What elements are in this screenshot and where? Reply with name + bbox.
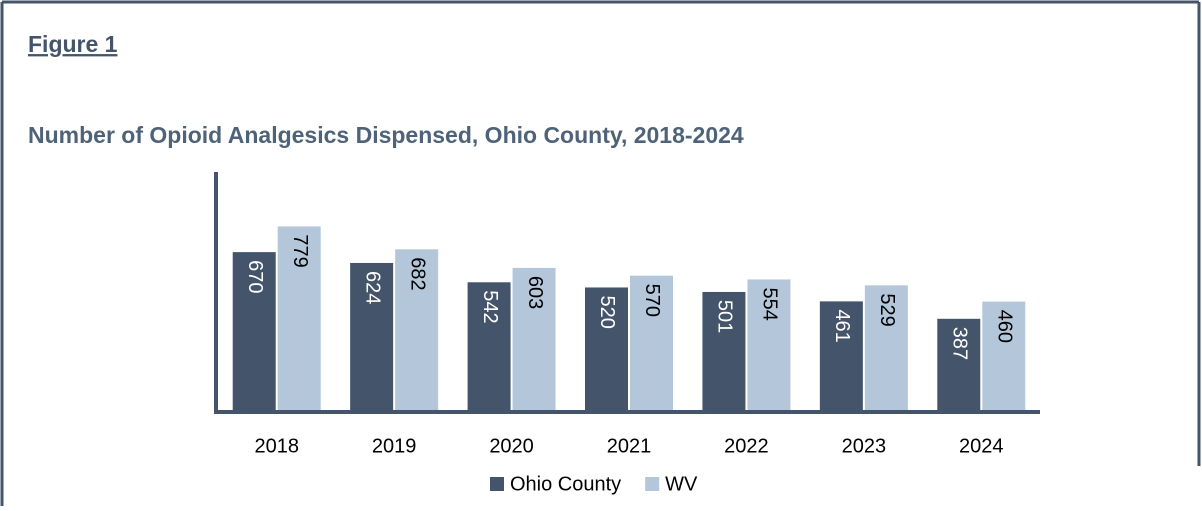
bar xyxy=(467,282,511,410)
bar xyxy=(982,301,1026,410)
bar xyxy=(702,291,746,410)
chart-title: Number of Opioid Analgesics Dispensed, O… xyxy=(28,122,744,148)
x-tick-label: 2019 xyxy=(372,435,417,457)
data-label: 682 xyxy=(406,257,428,290)
data-label: 387 xyxy=(949,327,971,360)
data-label: 570 xyxy=(641,284,663,317)
figure-label: Figure 1 xyxy=(28,31,118,57)
bar xyxy=(864,285,908,410)
x-tick-label: 2022 xyxy=(724,435,769,457)
data-label: 554 xyxy=(759,287,781,320)
data-label: 624 xyxy=(361,271,383,304)
data-label: 520 xyxy=(596,295,618,328)
data-label: 461 xyxy=(831,309,853,342)
x-tick-label: 2021 xyxy=(607,435,652,457)
data-label: 779 xyxy=(289,234,311,267)
bar xyxy=(232,252,276,410)
legend-swatch xyxy=(645,477,660,491)
data-label: 501 xyxy=(714,300,736,333)
bar xyxy=(512,267,556,410)
legend-swatch xyxy=(490,477,504,491)
x-tick-label: 2020 xyxy=(489,435,534,457)
x-tick-label: 2023 xyxy=(842,435,887,457)
bar xyxy=(819,301,863,410)
bar xyxy=(585,287,628,410)
bar xyxy=(350,262,394,410)
bar xyxy=(277,226,321,410)
data-label: 603 xyxy=(524,276,546,309)
bar xyxy=(395,249,439,410)
bar xyxy=(747,279,791,410)
data-label: 529 xyxy=(876,293,898,326)
data-label: 670 xyxy=(244,260,266,293)
x-tick-label: 2024 xyxy=(959,435,1004,457)
data-label: 460 xyxy=(994,310,1016,343)
data-label: 542 xyxy=(479,290,501,323)
legend-label: Ohio County xyxy=(510,473,621,495)
bar xyxy=(937,318,981,410)
legend-label: WV xyxy=(665,473,698,495)
x-tick-label: 2018 xyxy=(254,435,299,457)
bar xyxy=(630,275,673,410)
